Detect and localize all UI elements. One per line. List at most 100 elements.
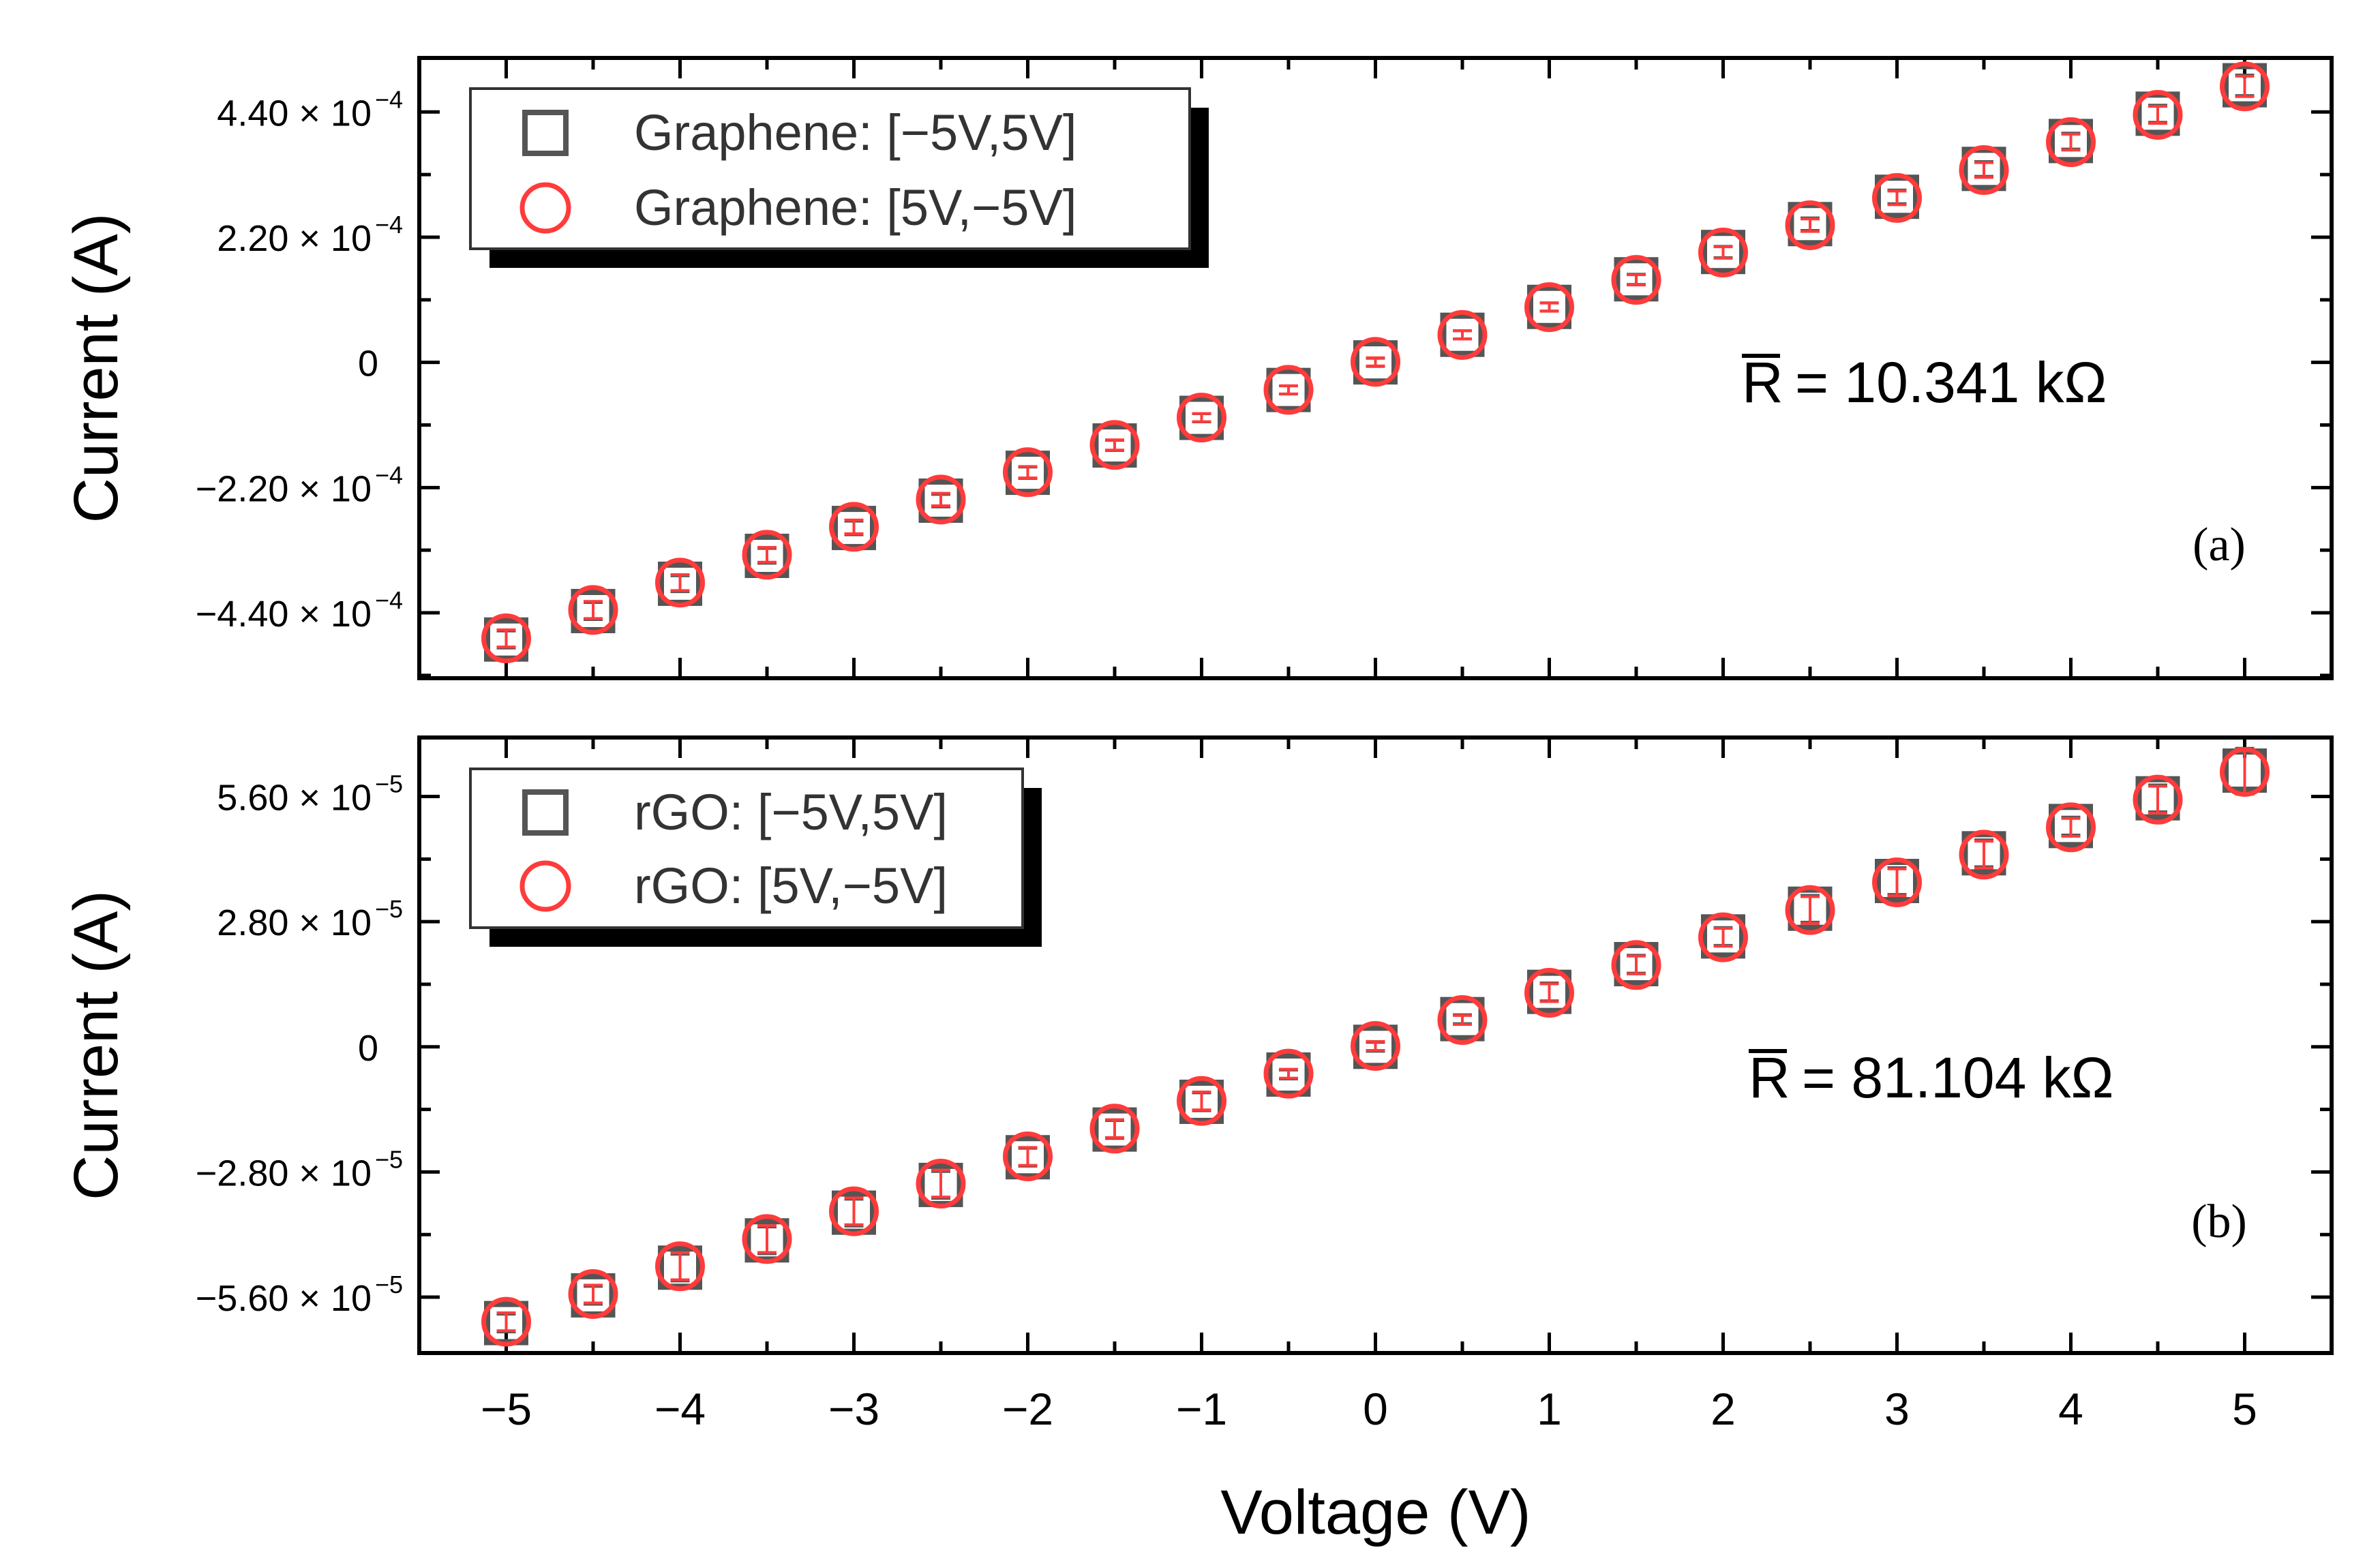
x-tick-label: 3 bbox=[1884, 1384, 1910, 1434]
y-tick-label: 5.60 × 10 bbox=[217, 778, 372, 819]
y-axis-label: Current (A) bbox=[61, 890, 131, 1200]
data-point-circle bbox=[2133, 89, 2183, 140]
data-point-square bbox=[1092, 1107, 1137, 1152]
data-point-square bbox=[1179, 1079, 1224, 1124]
data-point-square bbox=[1701, 914, 1745, 959]
data-point-circle bbox=[1611, 940, 1661, 990]
y-tick-exponent: −4 bbox=[375, 461, 403, 489]
data-point-circle bbox=[1263, 1048, 1314, 1099]
data-point-circle bbox=[1785, 885, 1835, 935]
x-tick-label: 2 bbox=[1711, 1384, 1736, 1434]
y-tick-exponent: −5 bbox=[375, 1145, 403, 1173]
y-tick-label: 2.20 × 10 bbox=[217, 218, 372, 259]
y-tick-label: 4.40 × 10 bbox=[217, 93, 372, 134]
data-point-circle bbox=[1872, 172, 1922, 223]
data-point-circle bbox=[655, 1241, 705, 1292]
data-point-square bbox=[1527, 284, 1571, 329]
data-point-circle bbox=[2046, 117, 2096, 168]
data-point-circle bbox=[1524, 282, 1574, 333]
y-tick-exponent: −5 bbox=[375, 770, 403, 798]
panel-a: −4.40 × 10 −4−2.20 × 10 −402.20 × 10 −44.40… bbox=[61, 56, 2334, 680]
data-point-circle bbox=[742, 530, 792, 580]
data-point-circle bbox=[568, 1268, 618, 1319]
x-tick-label: −1 bbox=[1176, 1384, 1227, 1434]
legend-circle-marker bbox=[519, 182, 571, 234]
data-point-circle bbox=[916, 474, 966, 525]
data-point-square bbox=[1092, 423, 1137, 468]
data-point-circle bbox=[481, 1296, 531, 1347]
x-tick-label: 1 bbox=[1537, 1384, 1562, 1434]
data-point-circle bbox=[655, 558, 705, 608]
data-point-circle bbox=[1351, 337, 1400, 387]
data-point-square bbox=[1614, 941, 1659, 986]
panel-b: −5.60 × 10 −5−2.80 × 10 −502.80 × 10 −55.60… bbox=[61, 735, 2334, 1434]
data-point-square bbox=[1440, 312, 1485, 357]
y-axis-label: Current (A) bbox=[61, 213, 131, 523]
legend-box bbox=[469, 87, 1191, 250]
x-tick-label: −3 bbox=[828, 1384, 879, 1434]
data-point-circle bbox=[916, 1158, 966, 1209]
data-point-circle bbox=[568, 585, 618, 635]
data-point-square bbox=[1006, 1135, 1050, 1180]
data-point-circle bbox=[1437, 994, 1488, 1045]
data-point-circle bbox=[1177, 1076, 1226, 1126]
x-axis-label: Voltage (V) bbox=[1220, 1478, 1531, 1547]
legend-circle-marker bbox=[519, 860, 571, 912]
panel-label: (b) bbox=[2191, 1196, 2247, 1248]
data-point-square bbox=[1266, 367, 1311, 412]
y-tick-label: 0 bbox=[358, 1028, 378, 1069]
legend-label: Graphene: [5V,−5V] bbox=[634, 179, 1076, 236]
y-tick-exponent: −4 bbox=[375, 211, 403, 239]
y-tick-exponent: −4 bbox=[375, 586, 403, 614]
data-point-circle bbox=[1872, 857, 1922, 907]
y-tick-label: −2.80 × 10 bbox=[196, 1153, 372, 1194]
y-tick-exponent: −5 bbox=[375, 1271, 403, 1298]
resistance-value: = 10.341 kΩ bbox=[1795, 350, 2107, 414]
data-point-circle bbox=[2133, 774, 2183, 825]
data-point-square bbox=[1614, 257, 1659, 302]
x-tick-label: −2 bbox=[1002, 1384, 1053, 1434]
data-point-circle bbox=[829, 502, 879, 552]
data-point-circle bbox=[1785, 200, 1835, 250]
legend-square-marker bbox=[522, 110, 569, 156]
y-tick-label: 0 bbox=[358, 344, 378, 384]
legend-label: rGO: [−5V,5V] bbox=[634, 784, 948, 840]
data-point-circle bbox=[2046, 802, 2096, 853]
resistance-symbol: R bbox=[1742, 350, 1783, 414]
data-point-square bbox=[1440, 997, 1485, 1042]
data-point-square bbox=[1701, 230, 1745, 275]
data-point-circle bbox=[1698, 228, 1748, 278]
data-point-circle bbox=[2220, 61, 2270, 112]
x-tick-label: 0 bbox=[1363, 1384, 1388, 1434]
y-tick-exponent: −5 bbox=[375, 895, 403, 923]
data-point-circle bbox=[1177, 393, 1226, 443]
resistance-value: = 81.104 kΩ bbox=[1802, 1046, 2113, 1110]
x-tick-label: −4 bbox=[654, 1384, 706, 1434]
data-point-circle bbox=[1437, 309, 1488, 360]
x-tick-label: 5 bbox=[2232, 1384, 2257, 1434]
data-point-circle bbox=[829, 1186, 879, 1236]
panel-label: (a) bbox=[2193, 519, 2246, 571]
legend-square-marker bbox=[522, 789, 569, 836]
data-point-circle bbox=[1959, 145, 2009, 195]
data-point-circle bbox=[1003, 1131, 1053, 1181]
y-tick-label: −2.20 × 10 bbox=[196, 468, 372, 509]
data-point-circle bbox=[1351, 1020, 1400, 1071]
data-point-circle bbox=[1263, 365, 1314, 415]
data-point-circle bbox=[1089, 420, 1140, 470]
data-point-circle bbox=[1524, 967, 1574, 1018]
legend-label: Graphene: [−5V,5V] bbox=[634, 104, 1076, 161]
resistance-symbol: R bbox=[1749, 1046, 1790, 1110]
y-tick-label: −5.60 × 10 bbox=[196, 1278, 372, 1319]
data-point-circle bbox=[1611, 255, 1661, 305]
data-point-circle bbox=[481, 613, 531, 664]
data-point-circle bbox=[1089, 1104, 1140, 1154]
data-point-circle bbox=[1003, 447, 1053, 498]
data-point-square bbox=[1179, 395, 1224, 440]
y-tick-exponent: −4 bbox=[375, 85, 403, 113]
data-point-square bbox=[1353, 340, 1398, 385]
data-point-square bbox=[1266, 1052, 1311, 1097]
x-tick-label: 4 bbox=[2058, 1384, 2083, 1434]
data-point-square bbox=[1527, 969, 1571, 1014]
